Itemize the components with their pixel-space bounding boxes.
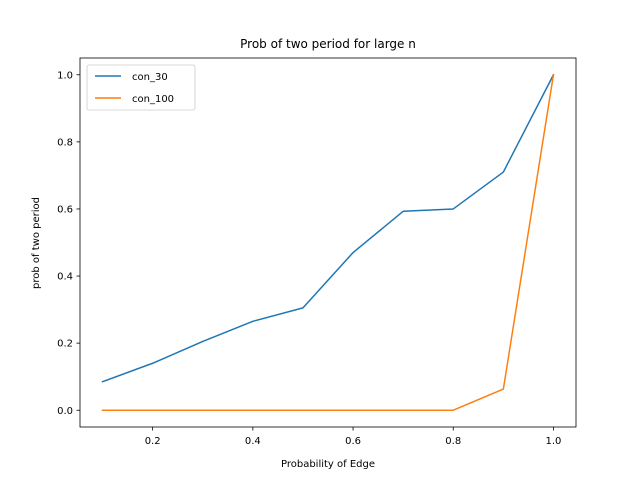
- y-tick-label: 0.0: [57, 406, 73, 417]
- x-tick-label: 0.6: [345, 436, 361, 447]
- series-line-con-100: [101, 73, 555, 411]
- y-tick-label: 0.6: [57, 205, 73, 216]
- x-tick-label: 1.0: [546, 436, 562, 447]
- series-layer: [101, 73, 555, 411]
- x-axis: 0.2 0.4 0.6 0.8 1.0: [145, 427, 562, 447]
- series-line-con-30: [101, 73, 555, 383]
- y-tick-label: 0.4: [57, 272, 73, 283]
- legend-label-con-30: con_30: [132, 72, 168, 83]
- y-axis-label: prob of two period: [31, 197, 42, 289]
- legend-label-con-100: con_100: [132, 94, 174, 105]
- x-tick-label: 0.4: [245, 436, 261, 447]
- y-axis: 0.0 0.2 0.4 0.6 0.8 1.0: [57, 70, 80, 417]
- plot-frame: [79, 57, 577, 428]
- x-axis-label: Probability of Edge: [281, 459, 375, 470]
- chart-title: Prob of two period for large n: [240, 37, 416, 51]
- x-tick-label: 0.8: [445, 436, 461, 447]
- y-tick-label: 0.8: [57, 137, 73, 148]
- y-tick-label: 0.2: [57, 339, 73, 350]
- x-tick-label: 0.2: [145, 436, 161, 447]
- legend: con_30 con_100: [86, 64, 196, 111]
- y-tick-label: 1.0: [57, 70, 73, 81]
